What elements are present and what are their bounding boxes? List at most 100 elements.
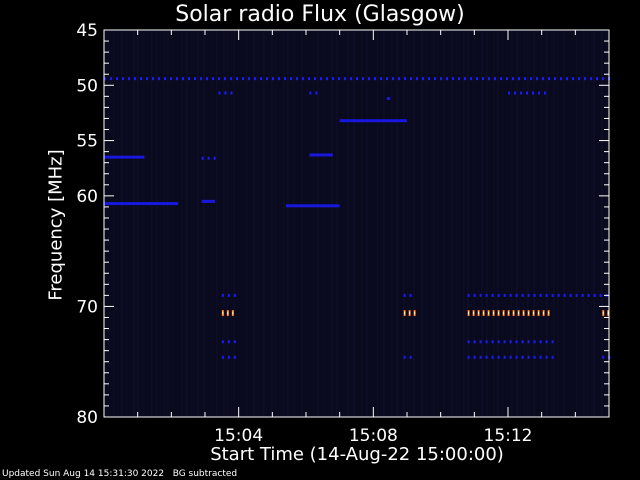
background-stripes [107, 30, 608, 417]
noise-stripe [323, 30, 325, 417]
emission-dot [518, 77, 520, 81]
noise-stripe [347, 30, 349, 417]
plot-frame [103, 29, 610, 418]
emission-dot [572, 77, 574, 81]
noise-stripe [546, 30, 548, 417]
noise-stripe [227, 30, 229, 417]
emission-dot-core [508, 311, 510, 315]
emission-dot [140, 77, 142, 81]
emission-band [309, 153, 333, 157]
noise-stripe [113, 30, 115, 417]
noise-stripe [163, 30, 165, 417]
emission-dot [497, 355, 500, 359]
noise-stripe [283, 30, 285, 417]
emission-dot [452, 77, 454, 81]
emission-dot [554, 77, 556, 81]
noise-stripe [301, 30, 303, 417]
y-tick-label: 60 [76, 187, 98, 207]
emission-dot [158, 77, 160, 81]
emission-dot [527, 293, 530, 297]
emission-dot-core [548, 311, 550, 315]
noise-stripe [366, 30, 368, 417]
noise-stripe [233, 30, 235, 417]
emission-dot [176, 77, 178, 81]
emission-dot-core [483, 311, 485, 315]
emission-band [339, 119, 407, 123]
emission-dot [494, 77, 496, 81]
emission-dot [350, 77, 352, 81]
emission-dot-core [404, 311, 406, 315]
x-tick-label: 15:04 [214, 426, 263, 446]
emission-dot [227, 355, 230, 359]
emission-dot [380, 77, 382, 81]
emission-dot [386, 77, 388, 81]
emission-dot [218, 91, 221, 95]
noise-stripe [331, 30, 333, 417]
emission-dot [134, 77, 136, 81]
emission-dot-core [543, 311, 545, 315]
noise-stripe [583, 30, 585, 417]
emission-dot [551, 340, 554, 344]
emission-dot [545, 293, 548, 297]
noise-stripe [203, 30, 205, 417]
emission-dot [470, 77, 472, 81]
emission-dot [479, 293, 482, 297]
emission-dot [404, 77, 406, 81]
emission-dot [248, 77, 250, 81]
emission-dot-core [533, 311, 535, 315]
emission-dot [532, 91, 534, 95]
noise-stripe [533, 30, 535, 417]
emission-dot [497, 293, 500, 297]
emission-dot [508, 91, 510, 95]
x-axis: 15:04 15:08 15:12 [137, 30, 576, 446]
y-tick-label: 50 [76, 76, 98, 96]
noise-stripe [486, 30, 488, 417]
emission-dot-core [528, 311, 530, 315]
noise-stripe [253, 30, 255, 417]
emission-dot [409, 293, 412, 297]
emission-dot [110, 77, 112, 81]
noise-stripe [516, 30, 518, 417]
emission-dot [590, 77, 592, 81]
emission-dot [602, 77, 604, 81]
emission-dot [488, 77, 490, 81]
emission-dot-core [503, 311, 505, 315]
noise-stripe [523, 30, 525, 417]
emission-dot [485, 340, 488, 344]
noise-stripe [306, 30, 308, 417]
noise-stripe [126, 30, 128, 417]
noise-stripe [456, 30, 458, 417]
emission-dot-core [498, 311, 500, 315]
emission-dot [233, 340, 236, 344]
y-axis: 45 50 55 60 70 80 [76, 21, 609, 428]
emission-dot [467, 340, 470, 344]
emission-dot [201, 156, 204, 160]
noise-stripe [587, 30, 589, 417]
emission-dot [578, 77, 580, 81]
noise-stripe [553, 30, 555, 417]
emission-dot-core [478, 311, 480, 315]
emission-dot-core [488, 311, 490, 315]
noise-stripe [391, 30, 393, 417]
emission-dot [194, 77, 196, 81]
emission-dot [434, 77, 436, 81]
emission-dot [497, 340, 500, 344]
noise-stripe [197, 30, 199, 417]
noise-stripe [563, 30, 565, 417]
emission-dot [539, 293, 542, 297]
noise-stripe [433, 30, 435, 417]
emission-dot [104, 77, 106, 81]
y-tick-label: 45 [76, 21, 98, 41]
x-tick-label: 15:12 [484, 426, 533, 446]
footer-status: Updated Sun Aug 14 15:31:30 2022 BG subt… [2, 469, 237, 479]
emission-dot [207, 156, 210, 160]
emission-dot [227, 293, 230, 297]
noise-stripe [407, 30, 409, 417]
emission-dot [278, 77, 280, 81]
emission-dot [533, 293, 536, 297]
y-tick-label: 80 [76, 408, 98, 428]
y-tick-label: 55 [76, 132, 98, 152]
x-axis-label: Start Time (14-Aug-22 15:00:00) [210, 444, 504, 465]
updated-timestamp: Updated Sun Aug 14 15:31:30 2022 [2, 469, 165, 479]
